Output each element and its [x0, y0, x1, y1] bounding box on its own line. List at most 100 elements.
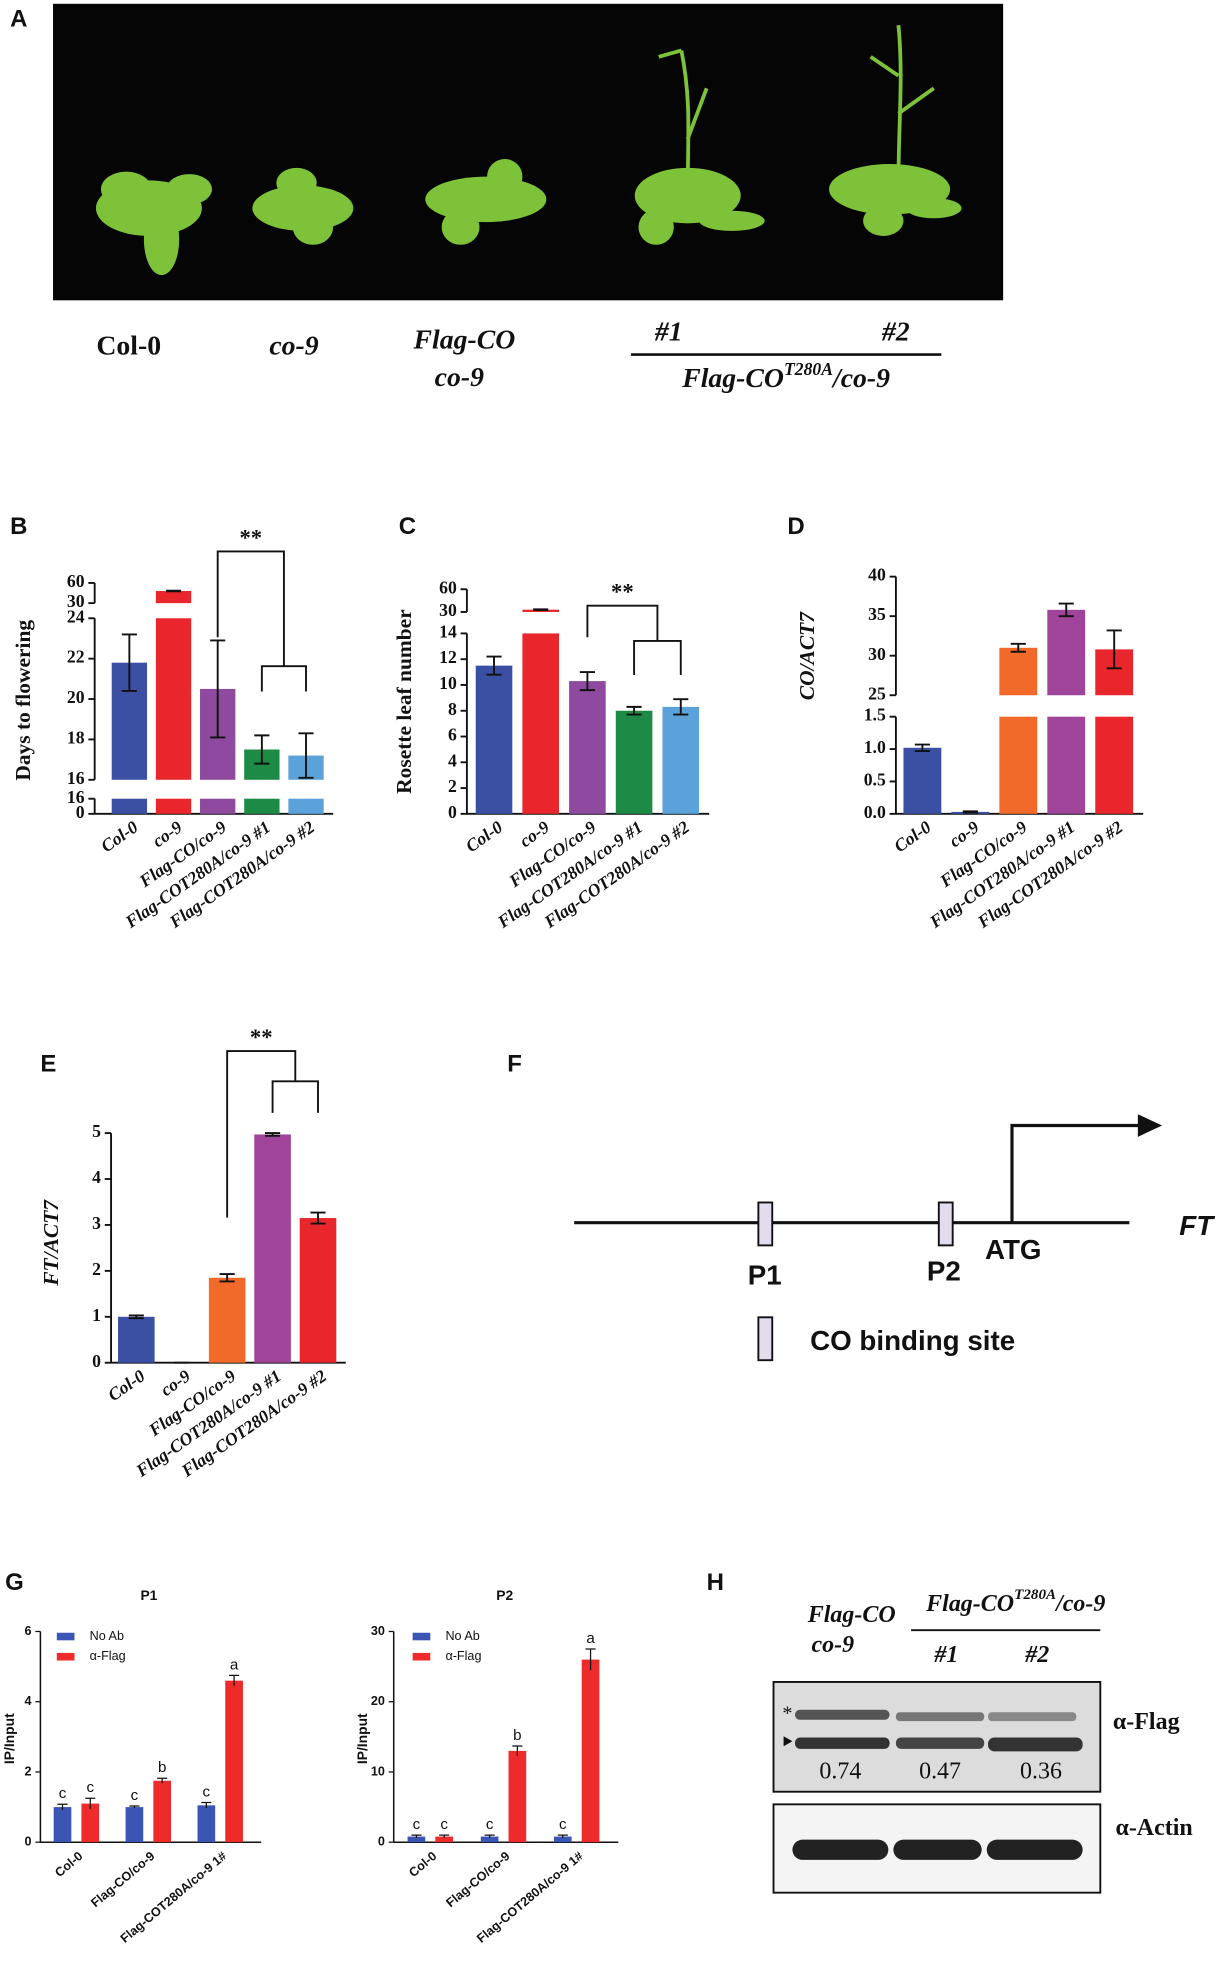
y-tick-label: 0	[448, 802, 457, 822]
panel-label: F	[507, 1050, 522, 1077]
error-bar	[626, 705, 642, 716]
x-tick-label: Flag-CO/co-9	[88, 1849, 157, 1910]
y-tick-label: 0	[378, 1835, 385, 1849]
significance-letter: a	[230, 1656, 239, 1673]
error-bar	[310, 1211, 326, 1225]
legend-swatch	[412, 1652, 431, 1661]
lane-label: Flag-CO	[807, 1602, 896, 1628]
error-bar	[533, 608, 549, 612]
antibody-label: α-Flag	[1113, 1709, 1180, 1735]
lane-label: #1	[933, 1642, 958, 1668]
bar	[288, 798, 324, 814]
y-tick-label: 14	[439, 621, 457, 641]
y-axis-label: Days to flowering	[11, 620, 35, 781]
y-tick-label: 2	[25, 1764, 32, 1778]
y-tick-label: 2	[448, 776, 457, 796]
bar	[200, 798, 236, 814]
line-label: #1	[654, 317, 683, 348]
bar	[197, 1805, 216, 1843]
y-tick-label: 35	[868, 604, 886, 624]
error-bar	[579, 671, 595, 692]
y-tick-label: 30	[439, 600, 457, 620]
significance-bracket	[226, 1050, 319, 1218]
bar	[155, 591, 192, 604]
y-tick-label: 60	[67, 571, 85, 591]
site-label: P2	[927, 1255, 961, 1286]
significance-bracket	[216, 550, 307, 692]
bar	[125, 1807, 144, 1843]
bar	[1095, 716, 1134, 814]
bar	[999, 716, 1038, 814]
y-tick-label: 0	[25, 1835, 32, 1849]
y-tick-label: 20	[371, 1694, 385, 1708]
y-tick-label: 30	[371, 1624, 385, 1638]
significance-letter: c	[59, 1785, 67, 1802]
y-tick-label: 22	[67, 647, 85, 667]
y-tick-label: 25	[868, 683, 886, 703]
error-bar	[585, 1648, 596, 1671]
significance-letter: c	[86, 1779, 94, 1796]
y-tick-label: 24	[67, 606, 85, 626]
lane-label: co-9	[812, 1632, 855, 1658]
error-bar	[1106, 629, 1122, 670]
marker: *	[782, 1702, 792, 1724]
error-bar	[914, 743, 930, 752]
error-bar	[157, 1777, 168, 1784]
bar	[999, 647, 1038, 696]
significance-letter: c	[131, 1787, 139, 1804]
genotype-label: co-9	[435, 362, 484, 393]
y-tick-label: 1	[92, 1305, 101, 1325]
significance-bracket	[586, 604, 682, 676]
bar	[155, 798, 192, 814]
bar	[111, 798, 148, 814]
lane-label: #2	[1024, 1642, 1049, 1668]
y-tick-label: 0.0	[864, 802, 886, 822]
panel-label: C	[399, 513, 416, 540]
significance-letter: c	[413, 1816, 421, 1833]
y-axis-label: IP/Input	[354, 1713, 370, 1764]
significance-letter: a	[586, 1630, 595, 1647]
band-ratio: 0.47	[919, 1758, 961, 1784]
panel-label: E	[40, 1050, 56, 1077]
bar	[208, 1277, 246, 1363]
error-bar	[254, 734, 270, 765]
y-tick-label: 0.5	[864, 770, 886, 790]
error-bar	[411, 1834, 422, 1838]
y-tick-label: 40	[868, 565, 886, 585]
y-tick-label: 8	[448, 699, 457, 719]
y-tick-label: 3	[92, 1213, 101, 1233]
error-bar	[486, 655, 502, 676]
panel-label: B	[10, 513, 27, 540]
site-label: P1	[748, 1259, 782, 1290]
y-tick-label: 1.0	[864, 737, 886, 757]
x-tick-label: Col-0	[462, 817, 507, 857]
error-bar	[265, 1132, 281, 1137]
error-bar	[298, 732, 314, 779]
legend-label: α-Flag	[90, 1649, 126, 1663]
bar	[903, 747, 942, 814]
panel-label: G	[5, 1569, 24, 1596]
legend-label: No Ab	[445, 1629, 479, 1643]
bar	[475, 665, 513, 814]
bar	[480, 1836, 499, 1843]
line-label: #2	[881, 317, 910, 348]
error-bar	[210, 639, 226, 739]
bar	[615, 710, 653, 814]
y-tick-label: 2	[92, 1259, 101, 1279]
plant-photo	[53, 3, 1004, 301]
y-tick-label: 4	[448, 750, 457, 770]
legend-label: α-Flag	[445, 1649, 481, 1663]
group-label: Flag-COT280A/co-9	[681, 359, 890, 394]
chart-title: P2	[496, 1587, 513, 1603]
y-tick-label: 6	[25, 1624, 32, 1638]
bar	[225, 1680, 243, 1843]
legend-swatch	[412, 1632, 431, 1641]
error-bar	[201, 1801, 212, 1809]
gene-label: FT	[1179, 1210, 1215, 1241]
significance-label: **	[611, 580, 634, 605]
bar	[508, 1750, 527, 1843]
bar	[118, 1316, 155, 1363]
significance-letter: c	[440, 1816, 448, 1833]
y-tick-label: 16	[67, 787, 85, 807]
